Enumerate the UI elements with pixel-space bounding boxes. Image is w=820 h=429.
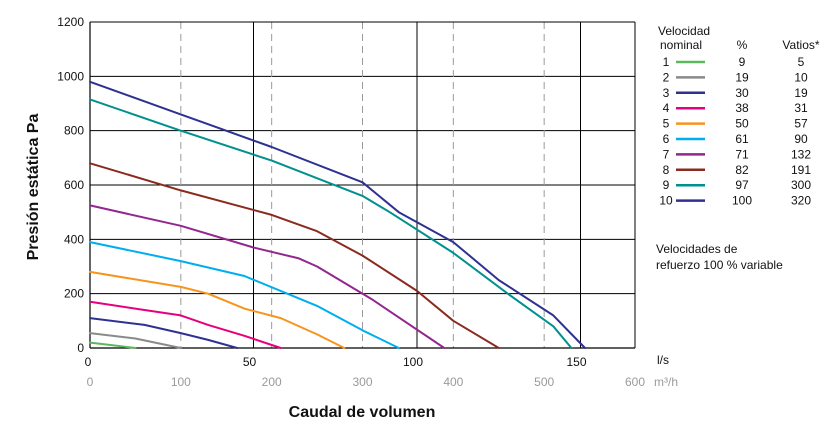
x-unit-ls: l/s	[657, 353, 669, 367]
legend-footnote-line2: refuerzo 100 % variable	[656, 258, 783, 272]
legend-speed-8: 8	[663, 163, 670, 177]
y-tick-label-0: 0	[77, 341, 84, 355]
legend-footnote-line1: Velocidades de	[656, 242, 738, 256]
legend-percent-9: 97	[735, 178, 749, 192]
legend-watts-7: 132	[791, 147, 811, 161]
legend-watts-4: 31	[794, 101, 808, 115]
legend-watts-6: 90	[794, 132, 808, 146]
series-line-5	[89, 270, 346, 349]
legend-watts-9: 300	[791, 178, 811, 192]
x-unit-m3h: m³/h	[654, 375, 678, 389]
x-tick-label-m3h-200: 200	[262, 375, 282, 389]
legend-watts-1: 5	[798, 55, 805, 69]
legend-header-speed-line1: Velocidad	[658, 24, 710, 38]
y-axis-title: Presión estática Pa	[25, 114, 42, 261]
legend-speed-10: 10	[659, 194, 673, 208]
x-tick-label-m3h-100: 100	[171, 375, 191, 389]
tick-labels: 0 200 400 600 800 1000 1200 0 50 100 150 l/s 0 100 200…	[57, 15, 678, 389]
legend-speed-2: 2	[663, 70, 670, 84]
series-line-3	[89, 317, 239, 349]
x-axis-title: Caudal de volumen	[289, 404, 436, 421]
legend-watts-2: 10	[794, 70, 808, 84]
x-tick-label-m3h-300: 300	[352, 375, 372, 389]
legend-watts-3: 19	[794, 86, 808, 100]
legend-speed-1: 1	[663, 55, 670, 69]
y-tick-label-200: 200	[64, 287, 84, 301]
grid	[90, 21, 635, 348]
legend-speed-6: 6	[663, 132, 670, 146]
legend-speed-4: 4	[663, 101, 670, 115]
legend-percent-1: 9	[739, 55, 746, 69]
x-tick-label-ls-50: 50	[243, 355, 257, 369]
legend-header-watts: Vatios*	[782, 38, 819, 52]
legend-percent-7: 71	[735, 147, 749, 161]
series-line-4	[89, 300, 282, 349]
legend-watts-5: 57	[794, 117, 808, 131]
legend-speed-9: 9	[663, 178, 670, 192]
x-tick-label-ls-150: 150	[566, 355, 586, 369]
series-line-2	[89, 332, 182, 349]
legend-speed-5: 5	[663, 117, 670, 131]
legend-percent-3: 30	[735, 86, 749, 100]
y-tick-label-1200: 1200	[57, 15, 84, 29]
series-line-7	[89, 204, 446, 349]
legend-header-percent: %	[737, 38, 748, 52]
x-tick-label-m3h-600: 600	[625, 375, 645, 389]
legend-percent-4: 38	[735, 101, 749, 115]
series-lines	[89, 80, 586, 349]
series-line-10	[89, 80, 586, 349]
legend-speed-3: 3	[663, 86, 670, 100]
legend-percent-5: 50	[735, 117, 749, 131]
y-tick-label-400: 400	[64, 232, 84, 246]
series-line-1	[89, 341, 137, 349]
x-tick-label-m3h-500: 500	[534, 375, 554, 389]
y-tick-label-600: 600	[64, 178, 84, 192]
legend-percent-6: 61	[735, 132, 749, 146]
series-line-9	[89, 98, 573, 349]
legend-speed-7: 7	[663, 147, 670, 161]
series-line-8	[89, 162, 500, 349]
legend-watts-8: 191	[791, 163, 811, 177]
legend: Velocidad nominal % Vatios* 1 9 52 19 103 30 1…	[656, 24, 820, 272]
legend-header-speed-line2: nominal	[660, 38, 702, 52]
series-line-6	[89, 241, 400, 349]
x-tick-label-m3h-400: 400	[443, 375, 463, 389]
y-tick-label-800: 800	[64, 124, 84, 138]
x-tick-label-ls-100: 100	[403, 355, 423, 369]
x-tick-label-ls-0: 0	[85, 355, 92, 369]
legend-watts-10: 320	[791, 194, 811, 208]
legend-percent-2: 19	[735, 70, 749, 84]
legend-percent-10: 100	[732, 194, 752, 208]
y-tick-label-1000: 1000	[57, 69, 84, 83]
legend-percent-8: 82	[735, 163, 749, 177]
x-tick-label-m3h-0: 0	[87, 375, 94, 389]
